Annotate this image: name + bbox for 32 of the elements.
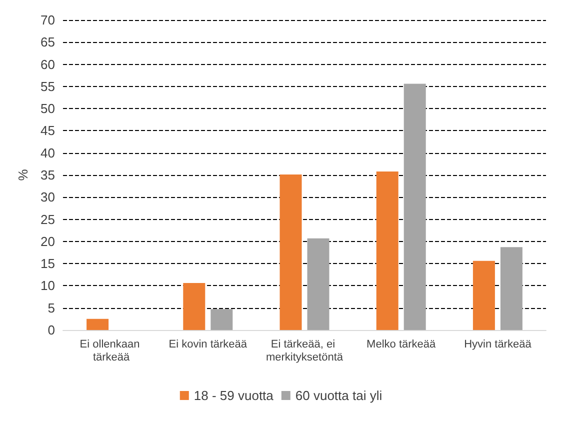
y-tick-label: 30 [40, 190, 55, 205]
x-tick-label: Hyvin tärkeää [464, 338, 532, 350]
y-tick-label: 40 [40, 145, 55, 160]
bar [86, 318, 109, 330]
bar [210, 309, 233, 330]
y-tick-label: 65 [40, 34, 55, 50]
y-tick-label: 50 [40, 101, 55, 116]
bar [280, 174, 302, 330]
x-tick-label: Melko tärkeää [366, 338, 437, 350]
bar [183, 283, 206, 330]
legend-label: 18 - 59 vuotta [194, 388, 274, 403]
bar [307, 238, 330, 330]
y-axis-title: % [16, 168, 31, 181]
bar [500, 247, 522, 330]
y-tick-label: 25 [40, 212, 55, 227]
y-tick-label: 55 [40, 78, 55, 94]
y-tick-label: 5 [48, 300, 55, 316]
x-tick-label: Ei tärkeää, ei merkityksetöntä [266, 338, 344, 364]
bar [404, 84, 426, 330]
y-tick-label: 0 [48, 322, 55, 338]
legend-label: 60 vuotta tai yli [295, 388, 382, 403]
y-tick-label: 70 [40, 12, 55, 28]
y-tick-label: 20 [40, 234, 55, 249]
x-tick-label: Ei ollenkaan tärkeää [80, 338, 143, 364]
y-tick-label: 60 [40, 56, 55, 72]
y-tick-label: 15 [40, 256, 55, 272]
bar [472, 260, 495, 330]
x-tick-label: Ei kovin tärkeää [168, 338, 248, 350]
y-tick-label: 45 [40, 123, 55, 138]
y-tick-label: 35 [40, 168, 55, 182]
y-tick-label: 10 [40, 278, 55, 294]
bar [376, 171, 398, 330]
